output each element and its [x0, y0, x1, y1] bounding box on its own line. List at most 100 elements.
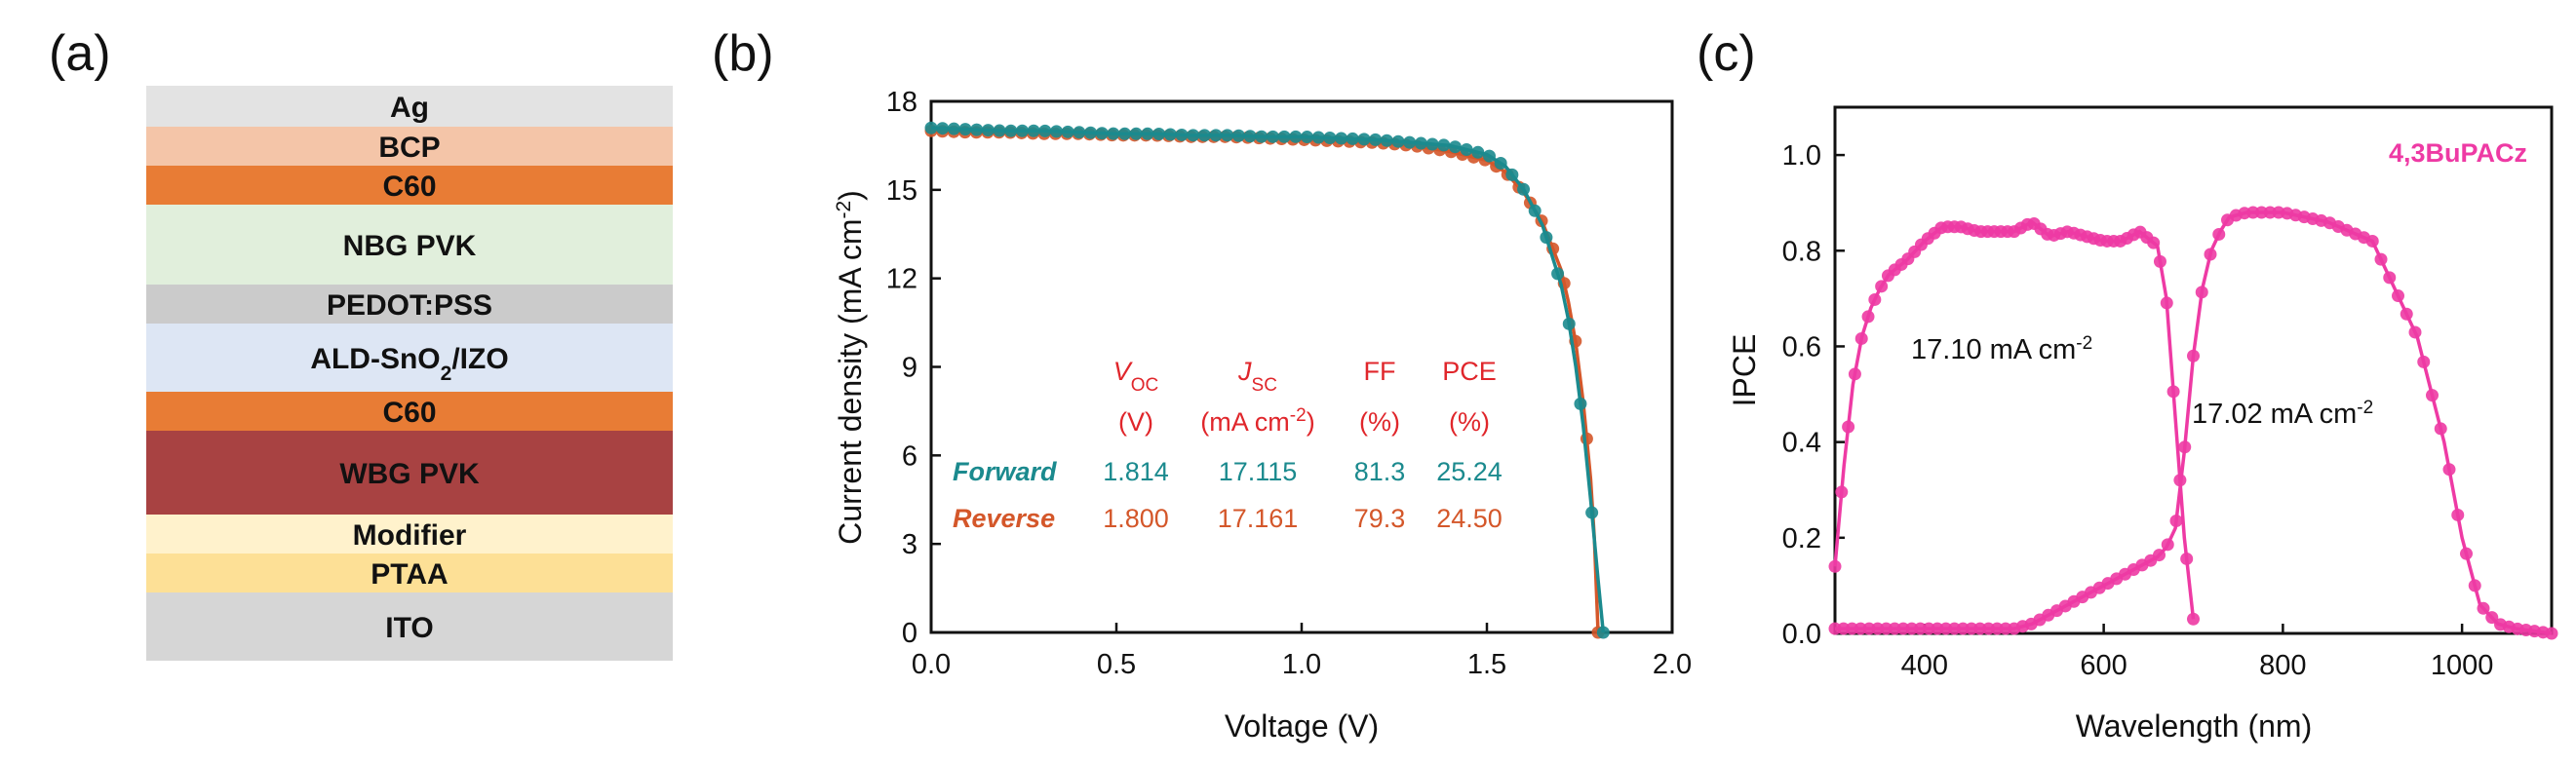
- forward-point: [1061, 125, 1074, 138]
- layer-8: [146, 431, 673, 515]
- layer-label-2: BCP: [378, 132, 440, 164]
- forward-jsc: 17.115: [1219, 457, 1298, 486]
- ipce-y-tick-label: 0.8: [1782, 236, 1821, 267]
- ipce-nbg-point: [2153, 549, 2166, 562]
- forward-point: [1209, 129, 1223, 142]
- ipce-nbg-point: [2195, 286, 2208, 299]
- forward-point: [1380, 134, 1393, 147]
- forward-point: [1152, 128, 1166, 141]
- ipce-nbg-point: [2468, 579, 2481, 592]
- jv-y-tick-label: 12: [886, 264, 917, 295]
- forward-pce: 25.24: [1436, 457, 1503, 486]
- forward-voc: 1.814: [1103, 457, 1169, 486]
- forward-ff: 81.3: [1354, 457, 1406, 486]
- reverse-voc: 1.800: [1103, 504, 1169, 533]
- layer-label-11: ITO: [385, 612, 433, 644]
- ipce-nbg-point: [2374, 252, 2388, 266]
- jv-plot-frame: [929, 99, 1674, 634]
- forward-point: [1517, 182, 1531, 196]
- forward-point: [1027, 124, 1040, 137]
- jv-x-axis-label: Voltage (V): [1225, 708, 1379, 744]
- jv-x-tick-label: 0.0: [912, 649, 951, 680]
- ipce-wbg-point: [1861, 310, 1875, 324]
- layer-9: [146, 515, 673, 554]
- ipce-nbg-point: [2169, 515, 2183, 528]
- ipce-nbg-point: [2204, 248, 2217, 261]
- forward-point: [1004, 124, 1018, 137]
- ipce-nbg-point: [2161, 538, 2174, 552]
- layer-6: [146, 324, 673, 392]
- layer-label-1: Ag: [390, 92, 429, 124]
- jv-x-tick-label: 1.5: [1467, 649, 1506, 680]
- forward-point: [1335, 132, 1348, 145]
- ipce-nbg-point: [2545, 627, 2558, 640]
- ipce-y-tick-label: 0.6: [1782, 331, 1821, 363]
- layer-5: [146, 285, 673, 324]
- panel-label-c: (c): [1697, 25, 1756, 82]
- ipce-nbg-point: [2426, 389, 2439, 402]
- forward-point: [947, 122, 960, 135]
- ipce-x-ticks: 400 600 800 1000: [1901, 624, 2494, 681]
- ff-header: FF: [1364, 357, 1396, 386]
- forward-point: [1403, 135, 1417, 149]
- forward-point: [1391, 134, 1405, 148]
- ipce-chart: 400 600 800 1000 0.0 0.2 0.4 0.6 0.8 1.0 Wavelen…: [1727, 105, 2558, 744]
- jv-y-tick-label: 9: [902, 353, 917, 384]
- forward-point: [1460, 143, 1473, 157]
- layer-3: [146, 166, 673, 205]
- forward-point: [1129, 127, 1143, 140]
- ipce-x-tick-label: 800: [2259, 650, 2306, 681]
- ipce-wbg-point: [1848, 367, 1861, 381]
- forward-point: [1243, 130, 1257, 143]
- forward-point: [1357, 133, 1371, 146]
- forward-point: [1437, 138, 1451, 152]
- forward-point: [1141, 127, 1154, 140]
- reverse-ff: 79.3: [1354, 504, 1406, 533]
- forward-point: [1255, 130, 1268, 143]
- ipce-wbg-point: [1835, 485, 1849, 499]
- forward-point: [924, 121, 938, 134]
- forward-point: [1482, 149, 1496, 163]
- ipce-x-tick-label: 1000: [2431, 650, 2494, 681]
- jv-x-ticks: 0.0 0.5 1.0 1.5 2.0: [912, 623, 1692, 680]
- forward-point: [958, 123, 972, 136]
- ipce-plot-frame: [1833, 105, 2554, 635]
- layer-11: [146, 592, 673, 661]
- ipce-wbg-point: [1842, 420, 1855, 434]
- ipce-nbg-point: [2417, 355, 2431, 368]
- forward-point: [1175, 128, 1189, 141]
- jv-series: [924, 121, 1610, 639]
- ipce-nbg-point: [2392, 289, 2404, 303]
- panel-label-b: (b): [712, 25, 774, 82]
- layer-label-4: NBG PVK: [343, 230, 477, 262]
- layer-label-8: WBG PVK: [339, 458, 480, 490]
- forward-point: [1073, 126, 1086, 139]
- ipce-y-tick-label: 0.2: [1782, 523, 1821, 554]
- ff-unit: (%): [1359, 407, 1400, 437]
- ipce-nbg-point: [2212, 227, 2226, 241]
- ipce-wbg-point: [1854, 331, 1868, 345]
- jv-y-axis-label: Current density (mA cm-2): [833, 190, 869, 545]
- jv-parameter-table: VOC (V) JSC (mA cm-2) FF (%) PCE (%) For…: [953, 357, 1503, 533]
- jsc-unit: (mA cm-2): [1200, 405, 1314, 438]
- forward-point: [936, 122, 950, 135]
- forward-point: [1163, 128, 1177, 141]
- layer-4: [146, 205, 673, 285]
- layer-label-6: ALD-SnO2/IZO: [310, 343, 508, 385]
- layer-1: [146, 86, 673, 127]
- forward-point: [1369, 133, 1383, 146]
- ipce-wbg-point: [2166, 385, 2180, 399]
- ipce-wbg-point: [1875, 280, 1889, 293]
- device-stack: Ag BCP C60 NBG PVK PEDOT:PSS ALD-SnO2/IZO C60 W…: [146, 86, 673, 661]
- jv-y-ticks: 0 3 6 9 12 15 18: [886, 87, 941, 649]
- forward-point: [1562, 317, 1576, 330]
- forward-point: [1540, 231, 1553, 245]
- reverse-jsc: 17.161: [1218, 504, 1299, 533]
- ipce-series: [1828, 206, 2558, 640]
- forward-point: [1425, 137, 1439, 151]
- ipce-legend: 4,3BuPACz: [2389, 138, 2527, 168]
- forward-point: [1505, 168, 1519, 181]
- jv-x-tick-label: 1.0: [1282, 649, 1321, 680]
- ipce-nbg-point: [2400, 307, 2413, 321]
